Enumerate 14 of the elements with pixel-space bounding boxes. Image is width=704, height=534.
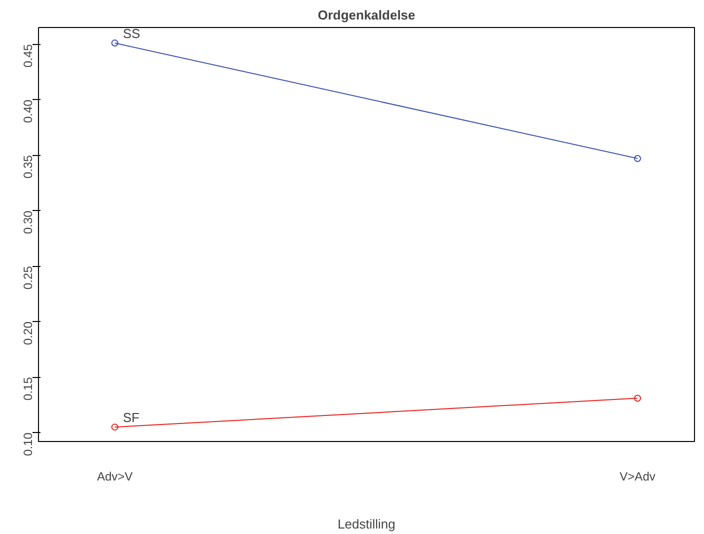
y-tick-label: 0.45 [21,44,35,68]
y-tick-label: 0.15 [21,376,35,400]
series-label: SF [122,410,140,426]
series-label: SS [122,26,140,42]
x-axis-title: Ledstilling [338,516,396,532]
x-tick-label: Adv>V [96,470,133,484]
y-tick-label: 0.30 [21,210,35,234]
x-tick-label: V>Adv [620,470,656,484]
chart-title: Ordgenkaldelse [318,8,416,22]
y-tick-label: 0.20 [21,321,35,345]
y-tick-label: 0.35 [21,154,35,178]
y-tick-label: 0.25 [21,266,35,290]
y-tick-label: 0.10 [21,432,35,456]
y-tick-label: 0.40 [21,99,35,123]
